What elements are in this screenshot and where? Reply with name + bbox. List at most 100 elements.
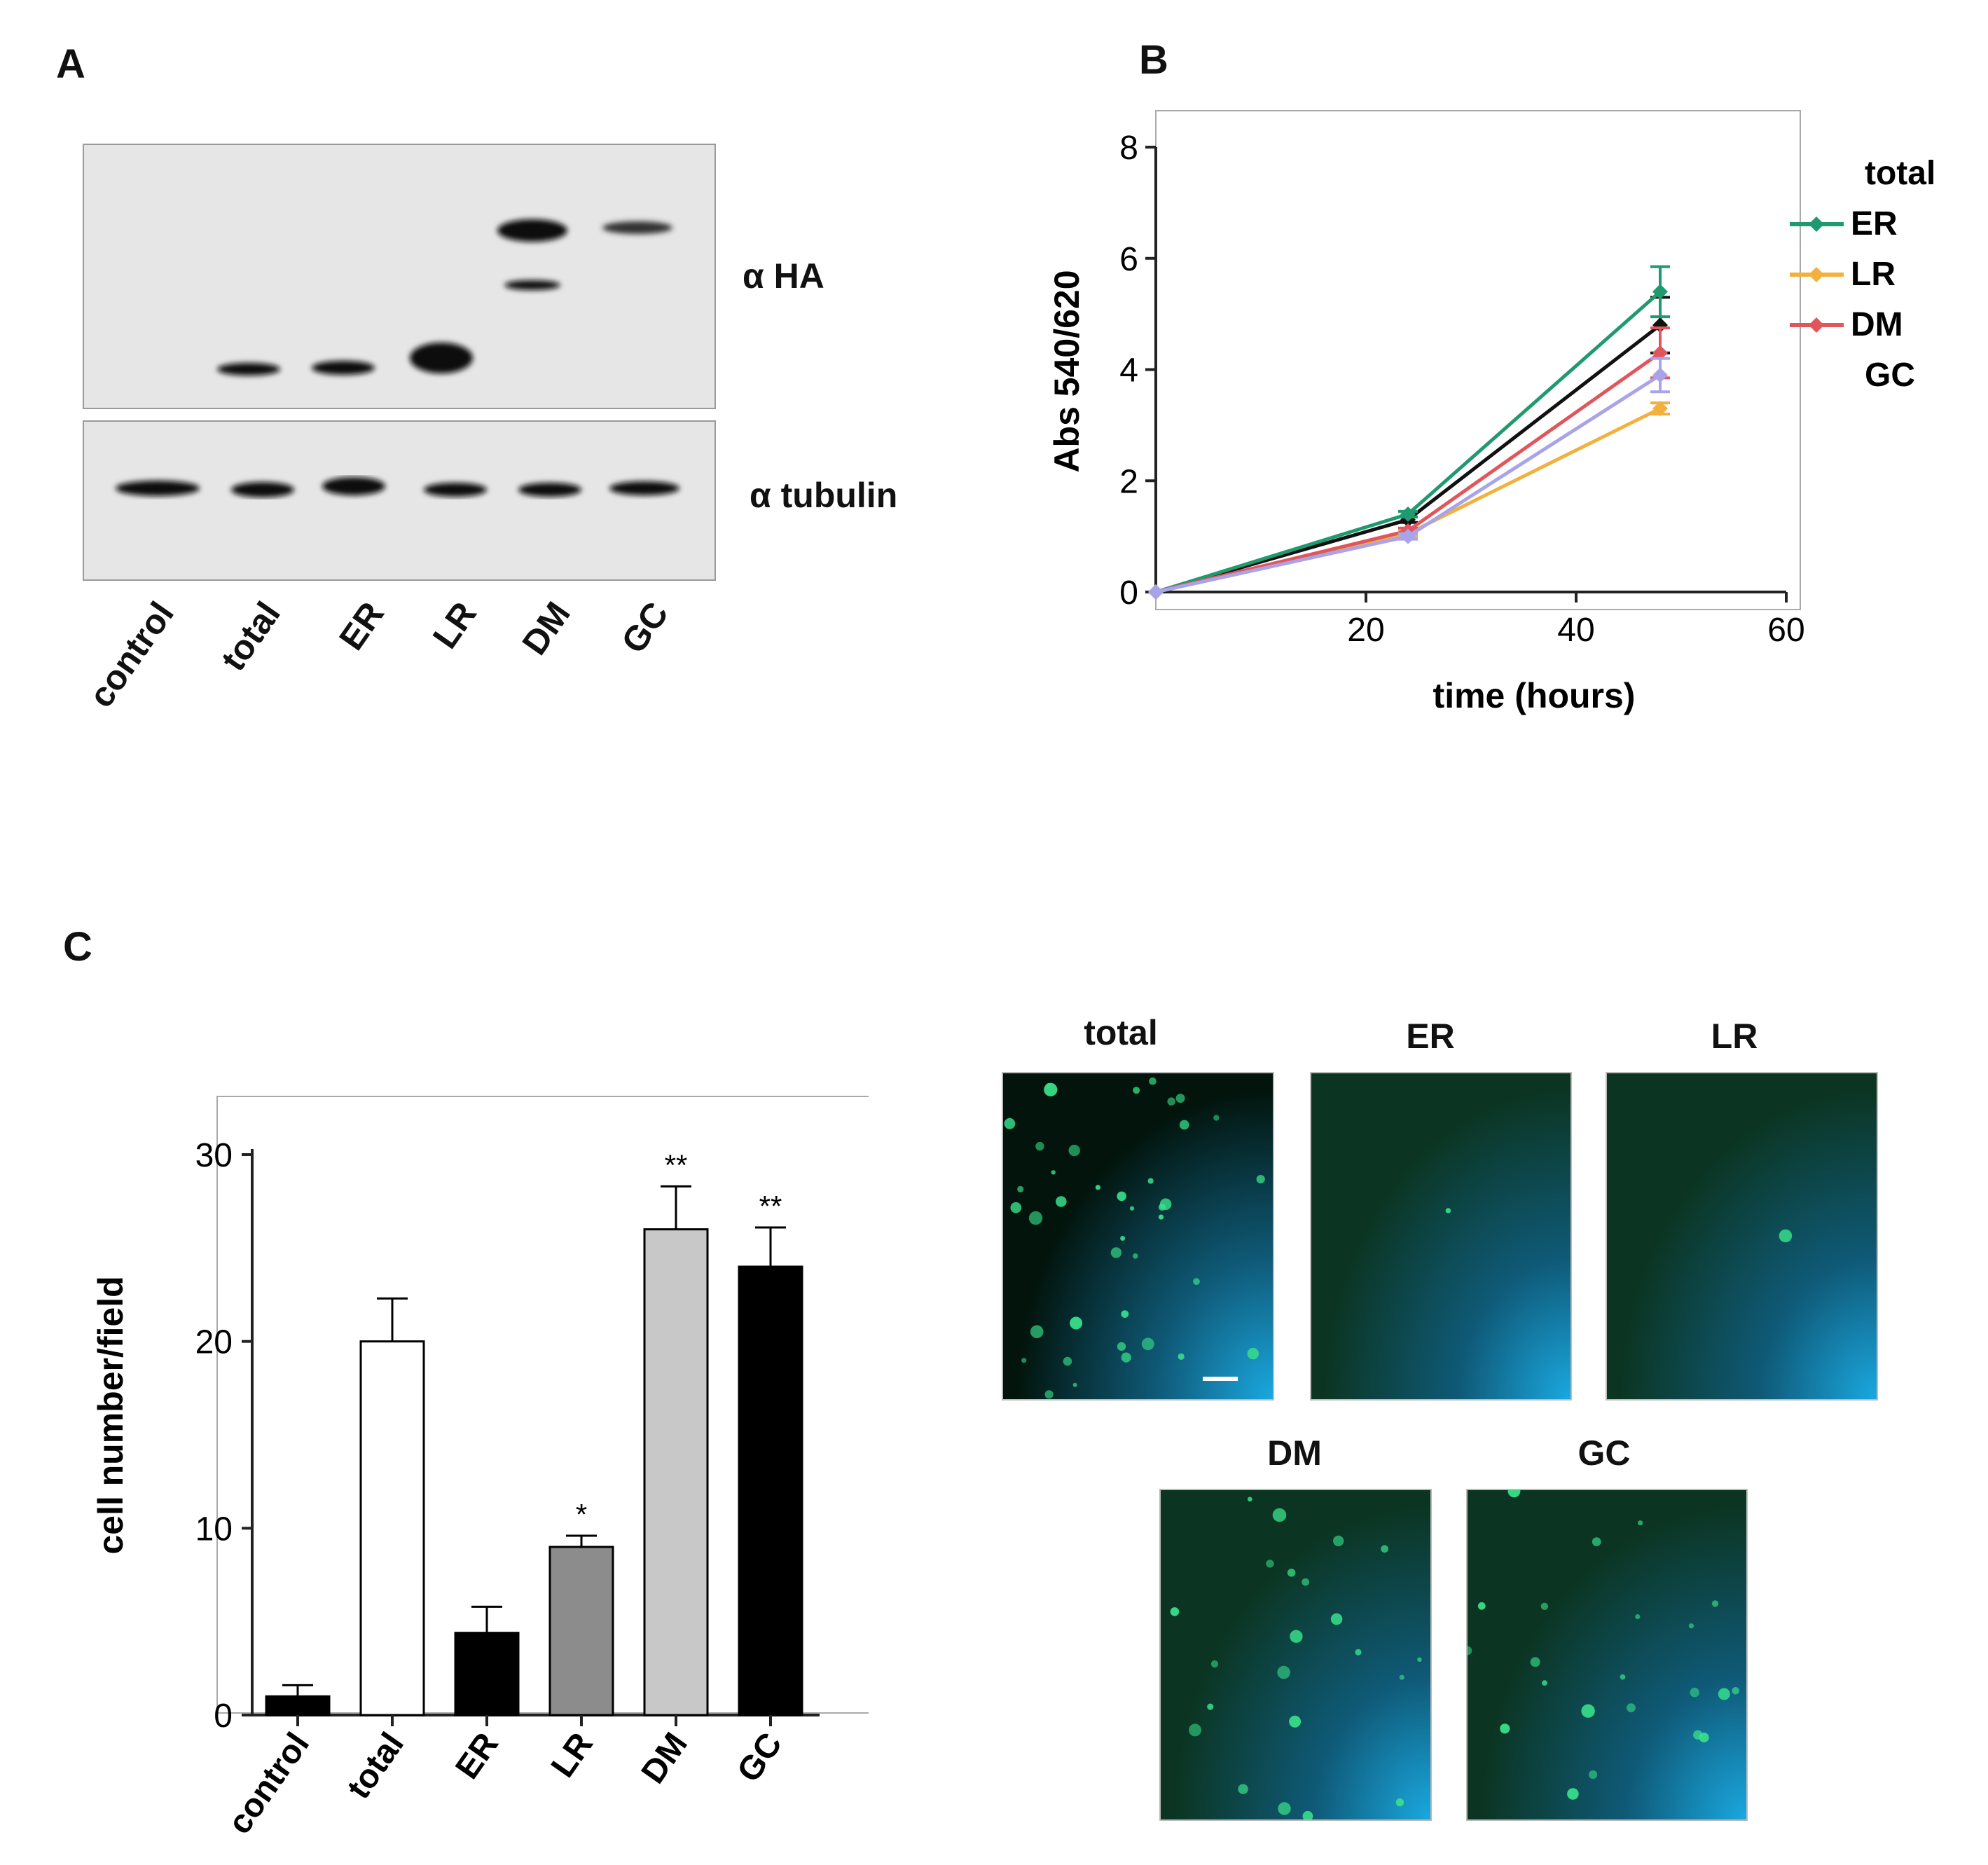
fluorescent-cell <box>1207 1703 1214 1710</box>
fluorescent-cell <box>1500 1723 1510 1734</box>
bar-dm <box>643 1228 709 1716</box>
fluorescent-cell <box>1035 1141 1044 1151</box>
fluorescent-cell <box>1056 1196 1067 1207</box>
bar-gc <box>738 1265 803 1716</box>
fluorescent-cell <box>1278 1802 1291 1815</box>
fluorescent-cell <box>1287 1569 1296 1577</box>
fluorescent-cell <box>1110 1247 1122 1258</box>
significance-mark: * <box>576 1498 587 1531</box>
fluorescent-cell <box>1711 1600 1719 1607</box>
x-tick-label: 40 <box>1557 612 1594 649</box>
data-point <box>1652 345 1668 361</box>
series-line-er <box>1155 290 1662 594</box>
data-point <box>1652 284 1668 300</box>
fluorescent-cell <box>1638 1520 1643 1526</box>
micrograph-title-er: ER <box>1406 1017 1455 1056</box>
fluorescent-cell <box>1355 1649 1362 1656</box>
fluorescent-cell <box>1010 1202 1022 1213</box>
y-tick-label: 30 <box>195 1137 233 1174</box>
significance-mark: ** <box>759 1190 782 1223</box>
bar-lr <box>548 1546 614 1716</box>
fluorescent-cell <box>1620 1674 1626 1680</box>
micrograph-background <box>1003 1073 1273 1399</box>
micrograph-field <box>1311 1073 1571 1399</box>
category-label: DM <box>635 1726 695 1791</box>
micrograph-er <box>1310 1072 1572 1401</box>
bar-total <box>359 1340 425 1716</box>
fluorescent-cell <box>1063 1356 1072 1366</box>
micrograph-background <box>1161 1490 1430 1819</box>
tubulin-blot-image <box>83 420 716 581</box>
panel-a-label: A <box>56 41 85 87</box>
data-point <box>1400 506 1416 522</box>
legend-marker <box>1809 216 1824 232</box>
fluorescent-cell <box>1718 1688 1730 1700</box>
micrograph-background <box>1311 1073 1571 1399</box>
fluorescent-cell <box>1592 1537 1601 1546</box>
legend-marker <box>1809 317 1824 333</box>
fluorescent-cell <box>1129 1206 1135 1211</box>
fluorescent-cell <box>1158 1214 1164 1220</box>
y-tick-label: 0 <box>214 1698 233 1735</box>
bar-control <box>265 1695 331 1716</box>
fluorescent-cell <box>1179 1120 1189 1130</box>
fluorescent-cell <box>1732 1687 1739 1695</box>
fluorescent-cell <box>1121 1352 1131 1363</box>
scale-bar <box>1203 1377 1238 1381</box>
category-label: GC <box>730 1726 789 1789</box>
fluorescent-cell <box>1070 1316 1083 1330</box>
ha-blot-image <box>83 144 716 409</box>
fluorescent-cell <box>1004 1117 1016 1129</box>
fluorescent-cell <box>1540 1602 1549 1610</box>
fluorescent-cell <box>1141 1337 1154 1351</box>
fluorescent-cell <box>1175 1094 1185 1103</box>
fluorescent-cell <box>1193 1278 1200 1286</box>
fluorescent-cell <box>1567 1788 1579 1800</box>
micrograph-field <box>1607 1073 1877 1399</box>
fluorescent-cell <box>1690 1687 1699 1698</box>
fluorescent-cell <box>1266 1560 1274 1568</box>
fluorescent-cell <box>1381 1545 1388 1553</box>
micrograph-field <box>1161 1490 1430 1819</box>
fluorescent-cell <box>1635 1614 1641 1620</box>
fluorescent-cell <box>1445 1208 1451 1213</box>
category-label: total <box>340 1726 411 1805</box>
fluorescent-cell <box>1072 1382 1077 1387</box>
legend-label: total <box>1865 155 1935 192</box>
legend-label: LR <box>1851 256 1896 293</box>
category-label: ER <box>448 1726 506 1786</box>
fluorescent-cell <box>1530 1657 1540 1667</box>
fluorescent-cell <box>1044 1390 1054 1399</box>
legend-label: GC <box>1865 357 1915 394</box>
category-label: control <box>221 1726 317 1841</box>
fluorescent-cell <box>1167 1097 1175 1106</box>
fluorescent-cell <box>1333 1535 1344 1547</box>
micrograph-background <box>1468 1490 1746 1819</box>
y-axis-label: Abs 540/620 <box>1047 270 1086 472</box>
fluorescent-cell <box>1213 1115 1220 1121</box>
fluorescent-cell <box>1417 1657 1422 1662</box>
fluorescent-cell <box>1589 1770 1598 1780</box>
fluorescent-cell <box>1133 1087 1140 1094</box>
significance-mark: ** <box>665 1148 688 1181</box>
fluorescent-cell <box>1699 1733 1709 1742</box>
legend-marker <box>1809 267 1824 282</box>
fluorescent-cell <box>1507 1490 1521 1498</box>
fluorescent-cell <box>1028 1211 1043 1225</box>
data-point <box>1148 584 1164 600</box>
series-line-total <box>1155 324 1662 594</box>
fluorescent-cell <box>1302 1578 1310 1586</box>
plot-frame <box>1155 110 1801 610</box>
fluorescent-cell <box>1247 1347 1259 1360</box>
fluorescent-cell <box>1302 1810 1313 1819</box>
panel-b-label: B <box>1139 37 1168 83</box>
tubulin-blot-label: α tubulin <box>750 476 898 515</box>
fluorescent-cell <box>1121 1310 1129 1318</box>
micrograph-title-gc: GC <box>1578 1433 1631 1473</box>
data-point <box>1652 367 1668 383</box>
fluorescent-cell <box>1046 1082 1051 1088</box>
fluorescent-cell <box>1272 1508 1287 1522</box>
fluorescent-cell <box>1133 1253 1138 1259</box>
y-tick-label: 2 <box>1119 463 1138 500</box>
fluorescent-cell <box>1017 1185 1024 1192</box>
